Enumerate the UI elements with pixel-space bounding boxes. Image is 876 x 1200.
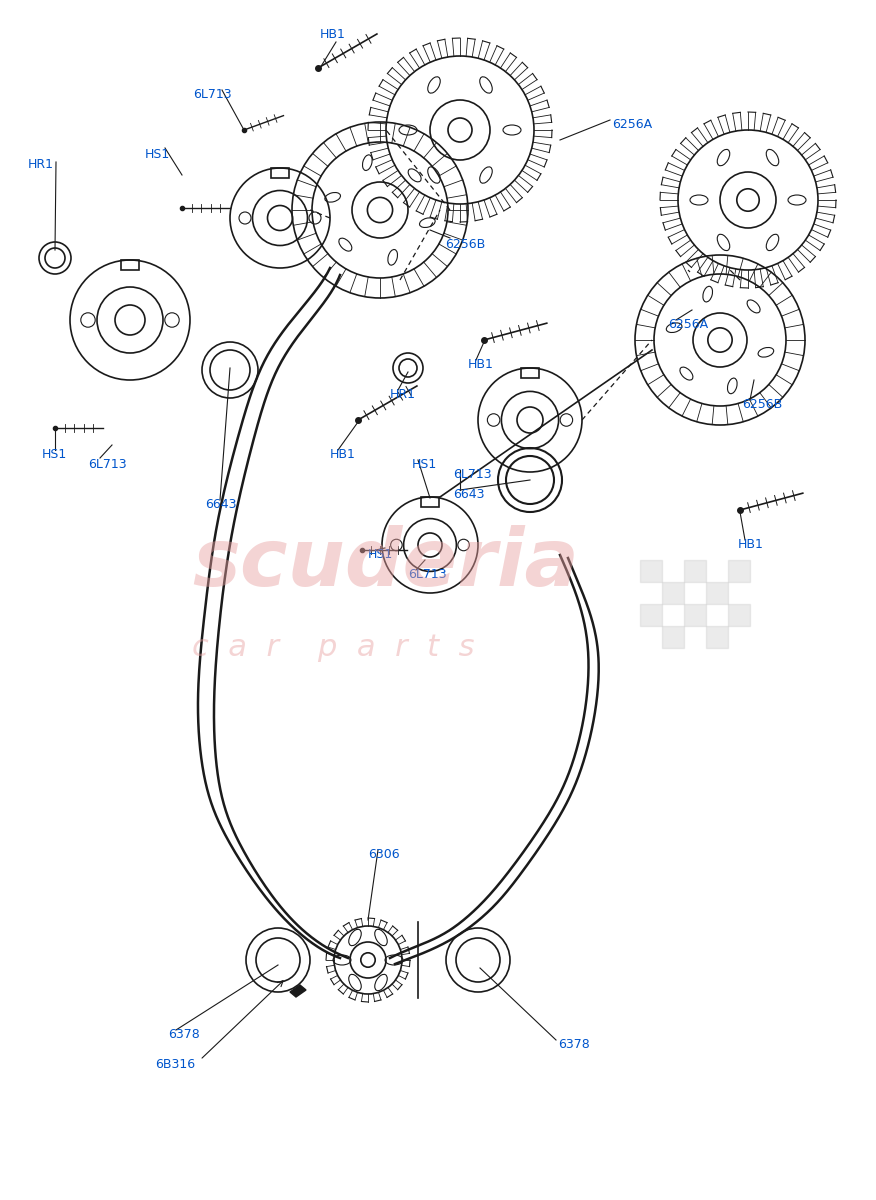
Text: c  a  r    p  a  r  t  s: c a r p a r t s [192,634,474,662]
Bar [728,604,750,626]
Text: 6L713: 6L713 [453,468,491,481]
Bar [684,560,706,582]
Bar [271,168,289,178]
Text: HB1: HB1 [468,358,494,371]
Text: HS1: HS1 [412,458,437,470]
Text: 6L713: 6L713 [408,568,447,581]
Text: 6256A: 6256A [612,118,652,131]
Bar [684,604,706,626]
Text: 6378: 6378 [558,1038,590,1051]
Text: HR1: HR1 [28,158,54,170]
Text: 6256B: 6256B [742,398,782,410]
Bar [662,582,684,604]
Text: 6L713: 6L713 [193,88,231,101]
Bar [421,497,439,506]
Bar [662,626,684,648]
Text: 6643: 6643 [205,498,237,511]
Bar [640,604,662,626]
Bar [706,626,728,648]
Text: 6B316: 6B316 [155,1058,195,1070]
Text: scuderia: scuderia [192,526,579,602]
Polygon shape [290,985,306,997]
Text: 6256A: 6256A [668,318,708,331]
Bar [521,368,539,378]
Text: 6378: 6378 [168,1028,200,1040]
Text: 6643: 6643 [453,488,484,502]
Text: 6306: 6306 [368,848,399,862]
Text: 6256B: 6256B [445,238,485,251]
Bar [728,560,750,582]
Text: HB1: HB1 [320,28,346,41]
Text: HB1: HB1 [738,538,764,551]
Text: HS1: HS1 [145,148,170,161]
Bar [706,582,728,604]
Text: HB1: HB1 [330,448,356,461]
Bar [640,560,662,582]
Bar [121,260,139,270]
Text: HR1: HR1 [390,388,416,401]
Text: HS1: HS1 [42,448,67,461]
Text: 6L713: 6L713 [88,458,127,470]
Text: HS1: HS1 [368,548,393,560]
